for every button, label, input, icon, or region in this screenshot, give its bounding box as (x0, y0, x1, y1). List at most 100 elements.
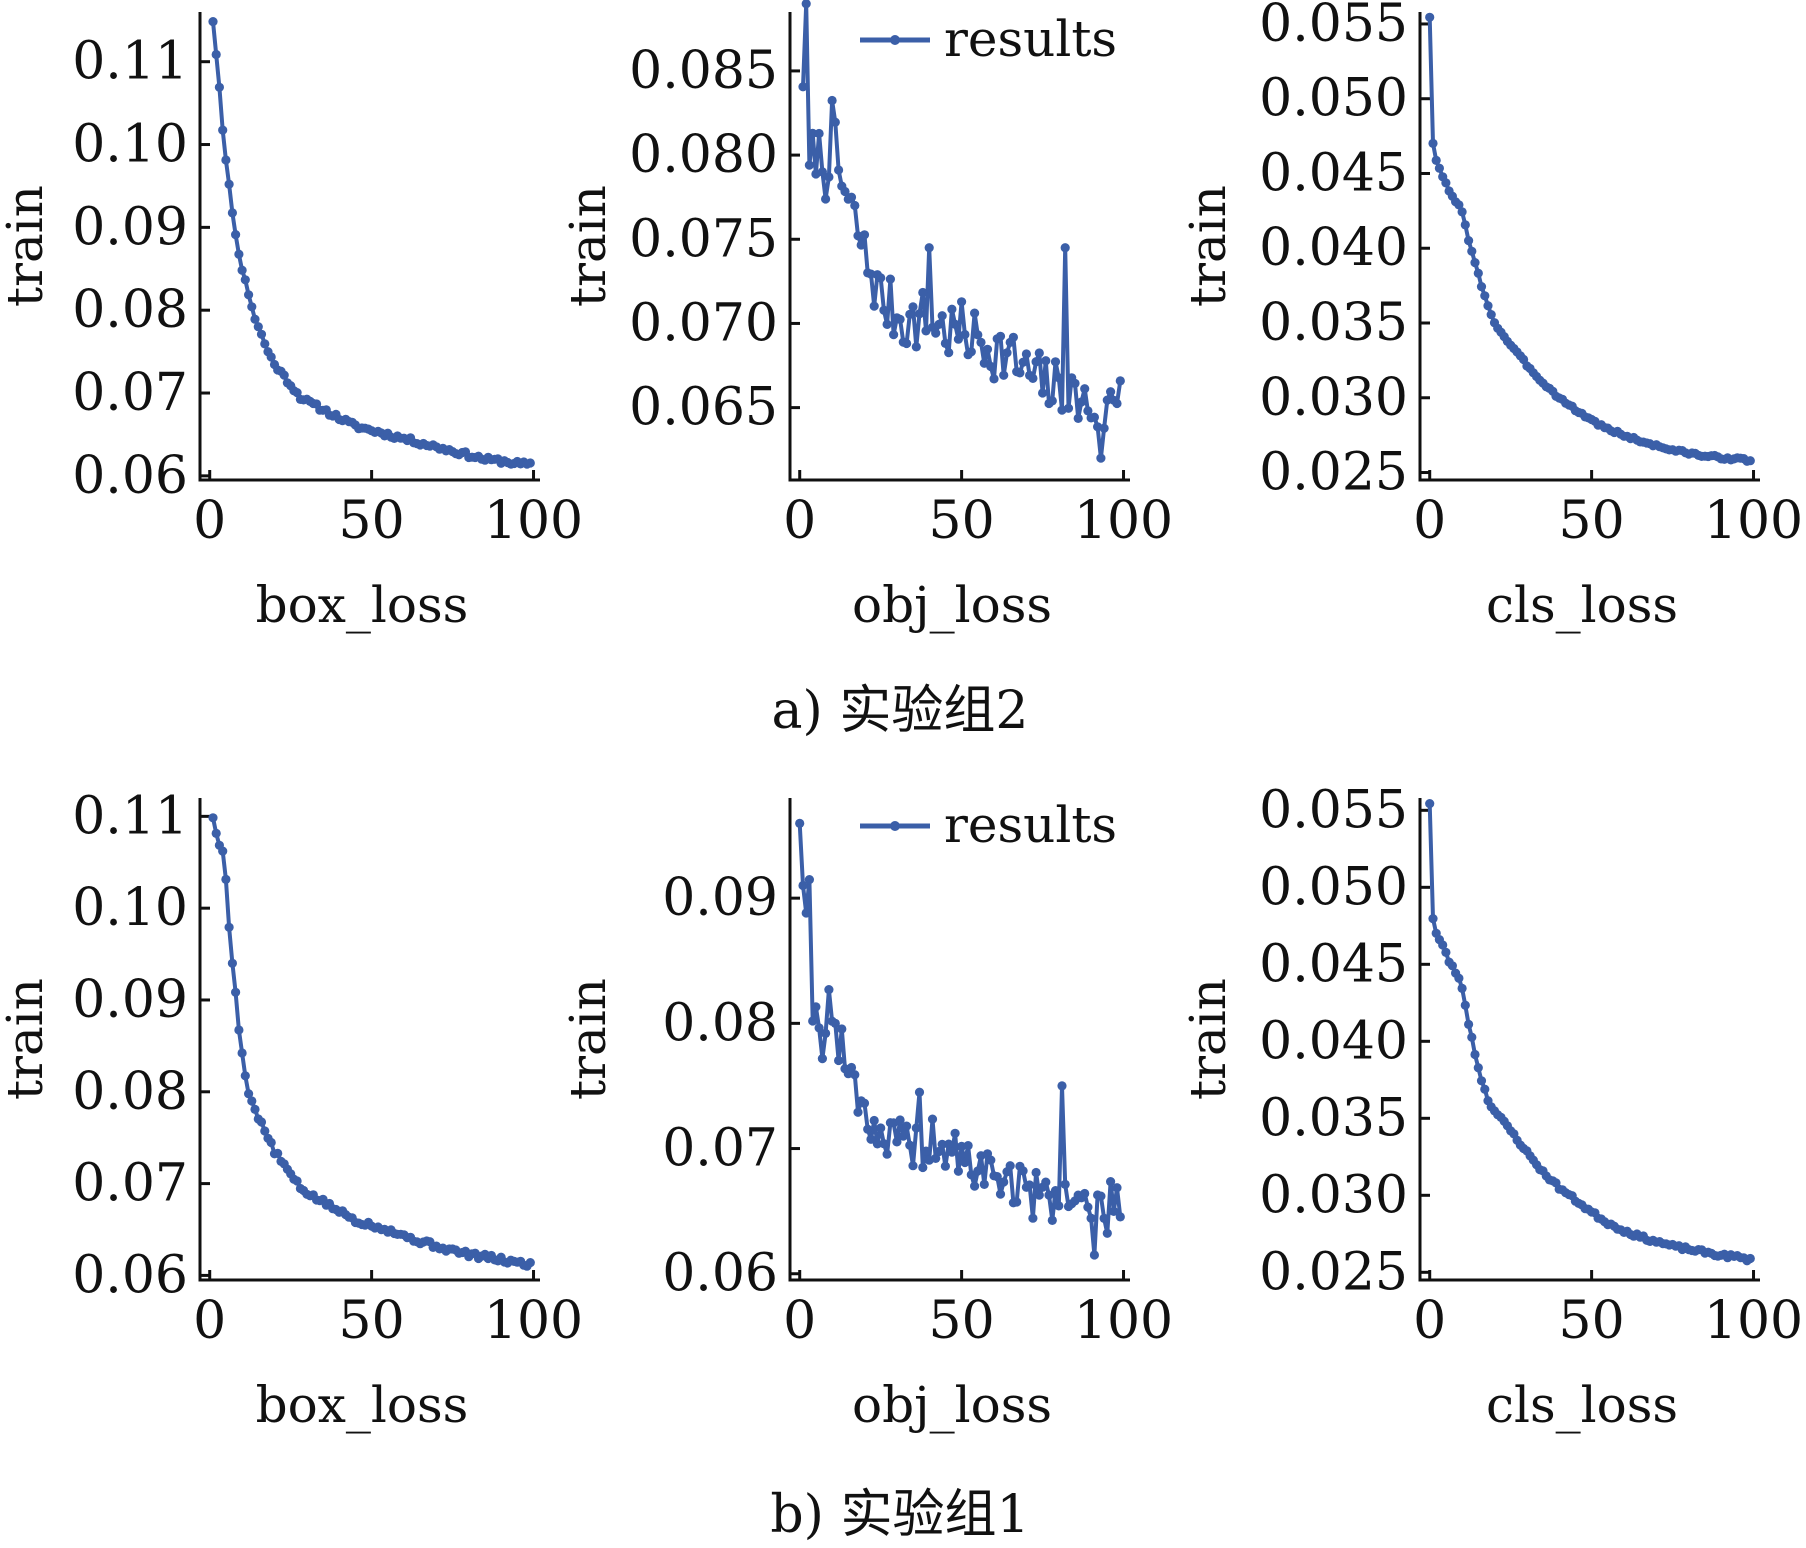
data-point (1057, 1081, 1067, 1091)
data-point (1486, 310, 1496, 320)
x-tick-label: 100 (484, 491, 583, 551)
data-point (853, 1107, 863, 1117)
data-point (937, 311, 947, 321)
data-point (1070, 378, 1080, 388)
data-point (1106, 387, 1116, 397)
y-axis-label: train (1179, 978, 1237, 1100)
data-point (214, 82, 224, 92)
data-point (914, 1087, 925, 1097)
data-point (940, 338, 951, 348)
axis-spine (788, 798, 1130, 1282)
data-point (260, 339, 270, 349)
data-point (1431, 155, 1441, 165)
data-point (247, 1096, 257, 1106)
data-point (240, 1071, 250, 1081)
data-point (876, 273, 886, 283)
x-axis-label: obj_loss (852, 1376, 1052, 1434)
data-point (982, 344, 993, 354)
data-point (999, 370, 1009, 380)
data-point (869, 301, 879, 311)
data-point (1096, 453, 1106, 463)
data-point (231, 987, 241, 997)
y-tick-label: 0.085 (629, 41, 778, 101)
data-point (1438, 940, 1448, 950)
x-tick-label: 50 (1559, 1291, 1625, 1351)
data-point (879, 1139, 889, 1149)
data-point (834, 165, 844, 175)
data-point (905, 309, 915, 319)
y-tick-label: 0.065 (629, 378, 778, 438)
data-point (827, 95, 837, 106)
data-point (1018, 357, 1028, 367)
data-point (966, 347, 976, 357)
data-point (525, 1258, 535, 1268)
data-point (950, 319, 960, 329)
data-point (898, 1131, 908, 1141)
data-point (882, 319, 892, 329)
chart-panel: 0 50 100 0.06 0.07 0.08 0.09 0.10 0.11 train box_l… (0, 12, 583, 634)
data-point (1109, 1206, 1119, 1216)
data-point (1473, 1063, 1483, 1073)
data-point (940, 1161, 951, 1171)
series-line (797, 823, 1123, 1257)
data-point (1034, 348, 1044, 358)
chart-panel: 0 50 100 0.06 0.07 0.08 0.09 train obj_loss resul… (559, 796, 1173, 1434)
data-point (1080, 384, 1090, 394)
data-point (850, 1070, 860, 1080)
data-point (244, 1089, 254, 1099)
y-axis-label: train (559, 978, 617, 1100)
data-point (1005, 1161, 1015, 1171)
data-point (859, 1098, 870, 1108)
chart-panel: 0 50 100 0.06 0.07 0.08 0.09 0.10 0.11 train box_l… (0, 786, 583, 1434)
legend-label: results (944, 10, 1117, 68)
x-tick-label: 100 (1704, 491, 1803, 551)
data-point (1115, 1212, 1125, 1222)
data-point (247, 302, 257, 312)
x-tick-label: 100 (1704, 1291, 1803, 1351)
data-point (218, 846, 228, 856)
data-point (1470, 1049, 1480, 1060)
data-point (1054, 373, 1064, 383)
y-tick-label: 0.070 (629, 293, 778, 353)
series-line (211, 817, 532, 1269)
y-tick-label: 0.050 (1259, 69, 1408, 129)
data-point (989, 374, 999, 384)
chart-panel: 0 50 100 0.025 0.030 0.035 0.040 0.045 0.050 0.05… (1179, 0, 1803, 634)
y-tick-label: 0.07 (72, 363, 188, 423)
data-point (1428, 138, 1438, 148)
data-point (1060, 243, 1070, 253)
data-point (918, 1162, 928, 1173)
y-tick-label: 0.08 (72, 1062, 188, 1122)
y-tick-label: 0.025 (1259, 1242, 1408, 1302)
data-point (795, 818, 805, 829)
data-point (1473, 268, 1483, 278)
data-point (227, 208, 237, 218)
data-point (1089, 1250, 1099, 1260)
y-tick-label: 0.040 (1259, 1011, 1408, 1071)
axis-spine (788, 12, 1130, 482)
y-tick-label: 0.040 (1259, 218, 1408, 278)
data-point (266, 352, 276, 362)
x-axis-label: cls_loss (1486, 1376, 1678, 1434)
chart-panel: 0 50 100 0.025 0.030 0.035 0.040 0.045 0.050 0.05… (1179, 780, 1803, 1434)
x-tick-label: 0 (1413, 491, 1446, 551)
data-point (970, 308, 980, 318)
data-point (918, 287, 928, 298)
data-point (879, 305, 889, 315)
data-point (882, 1149, 892, 1159)
data-point (995, 331, 1006, 341)
data-point (1083, 1202, 1093, 1212)
data-point (846, 1062, 857, 1073)
data-point (814, 128, 824, 139)
data-point (960, 329, 970, 340)
data-point (1089, 412, 1099, 422)
data-point (1086, 1213, 1096, 1223)
data-point (992, 1172, 1002, 1182)
y-tick-label: 0.09 (72, 970, 188, 1030)
data-point (1031, 357, 1041, 367)
data-point (1025, 1180, 1035, 1190)
data-point (244, 290, 254, 300)
data-point (211, 828, 221, 839)
data-point (1464, 1019, 1474, 1029)
data-point (1076, 397, 1086, 407)
